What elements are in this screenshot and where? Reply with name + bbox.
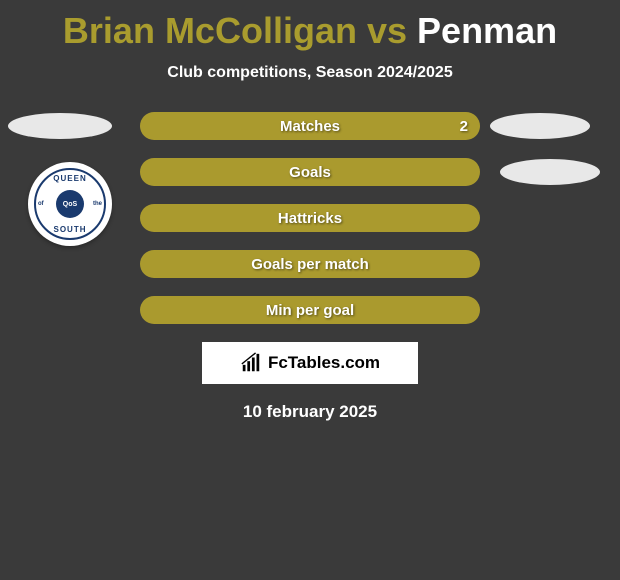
date-text: 10 february 2025 (0, 402, 620, 422)
stat-label: Goals (289, 164, 331, 181)
stat-row-min-per-goal: Min per goal (0, 296, 620, 324)
branding-text: FcTables.com (268, 353, 380, 373)
stat-label: Goals per match (251, 256, 369, 273)
player1-name: Brian McColligan (63, 10, 357, 51)
vs-text: vs (367, 10, 407, 51)
stat-row-hattricks: Hattricks (0, 204, 620, 232)
stat-bar: Hattricks (140, 204, 480, 232)
stat-label: Min per goal (266, 302, 354, 319)
stats-area: QUEEN of QoS the SOUTH Matches 2 Goals H… (0, 112, 620, 324)
stat-label: Matches (280, 118, 340, 135)
stat-label: Hattricks (278, 210, 342, 227)
stat-row-goals: Goals (0, 158, 620, 186)
chart-icon (240, 352, 262, 374)
stat-value-right: 2 (460, 118, 468, 135)
stat-bar: Goals (140, 158, 480, 186)
comparison-title: Brian McColligan vs Penman (0, 0, 620, 52)
stat-row-matches: Matches 2 (0, 112, 620, 140)
stat-bar: Min per goal (140, 296, 480, 324)
stat-row-goals-per-match: Goals per match (0, 250, 620, 278)
stat-bar: Matches 2 (140, 112, 480, 140)
branding-box: FcTables.com (202, 342, 418, 384)
stat-bar: Goals per match (140, 250, 480, 278)
player2-name: Penman (417, 10, 557, 51)
subtitle: Club competitions, Season 2024/2025 (0, 64, 620, 82)
